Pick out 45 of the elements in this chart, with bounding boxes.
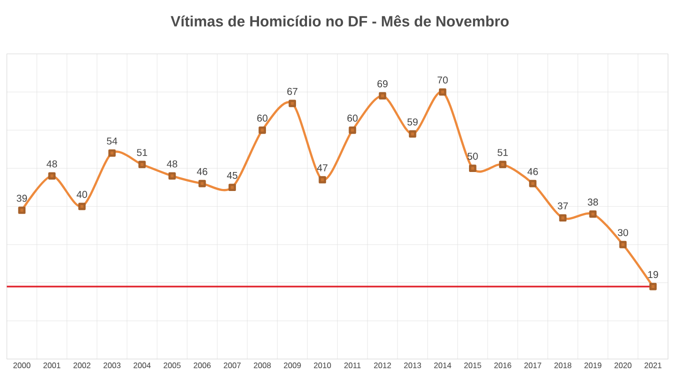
- point: [438, 88, 446, 96]
- point: [108, 149, 116, 157]
- point: [619, 240, 627, 248]
- data-label: 59: [407, 118, 418, 126]
- data-label: 37: [558, 202, 568, 210]
- data-label: 70: [438, 76, 448, 84]
- point: [18, 206, 26, 214]
- point: [48, 172, 56, 180]
- data-label: 69: [377, 80, 388, 88]
- data-label: 48: [166, 160, 178, 168]
- data-label: 51: [136, 149, 148, 156]
- data-label: 47: [317, 164, 328, 172]
- point: [78, 202, 86, 210]
- point: [649, 282, 657, 290]
- point: [529, 180, 536, 188]
- data-label: 67: [287, 88, 298, 95]
- data-label: 40: [76, 190, 88, 198]
- point: [198, 180, 206, 188]
- point: [408, 130, 416, 138]
- point: [258, 126, 266, 134]
- data-label: 48: [46, 160, 57, 168]
- point: [138, 160, 146, 168]
- point: [378, 92, 386, 100]
- data-label: 60: [347, 114, 358, 122]
- data-label: 54: [106, 138, 118, 145]
- data-label: 19: [648, 271, 658, 278]
- data-label: 46: [527, 168, 538, 176]
- data-label: 45: [226, 172, 238, 179]
- point: [318, 176, 326, 184]
- point: [589, 210, 597, 218]
- point: [228, 184, 236, 192]
- data-label: 51: [498, 149, 508, 156]
- data-label: 46: [196, 168, 208, 176]
- data-label: 60: [257, 114, 268, 122]
- point: [168, 172, 176, 180]
- data-label: 50: [468, 152, 478, 160]
- point: [499, 160, 506, 168]
- data-label: 30: [618, 229, 628, 236]
- point: [288, 100, 296, 108]
- data-label: 38: [588, 198, 598, 206]
- chart-title: Vítimas de Homicídio no DF - Mês de Novembro: [170, 15, 509, 27]
- point: [559, 214, 567, 222]
- data-label: 39: [16, 194, 27, 202]
- point: [348, 126, 356, 134]
- point: [469, 164, 476, 172]
